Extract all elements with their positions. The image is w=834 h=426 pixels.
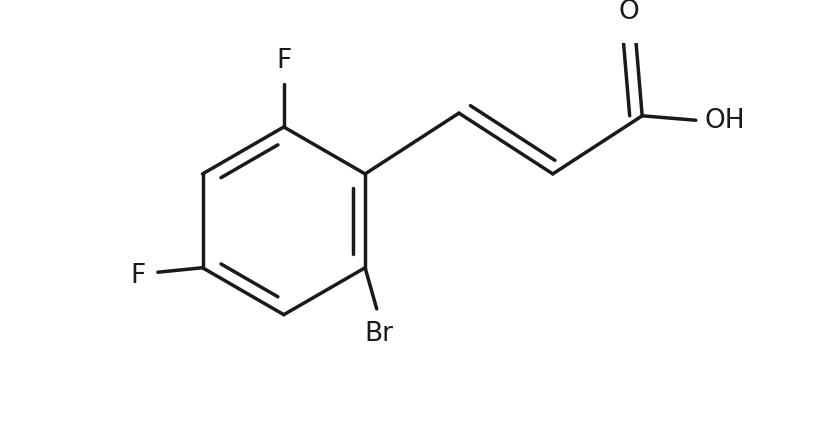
Text: F: F xyxy=(130,262,145,288)
Text: O: O xyxy=(618,0,639,25)
Text: OH: OH xyxy=(705,108,746,134)
Text: Br: Br xyxy=(364,320,393,346)
Text: F: F xyxy=(276,48,291,74)
